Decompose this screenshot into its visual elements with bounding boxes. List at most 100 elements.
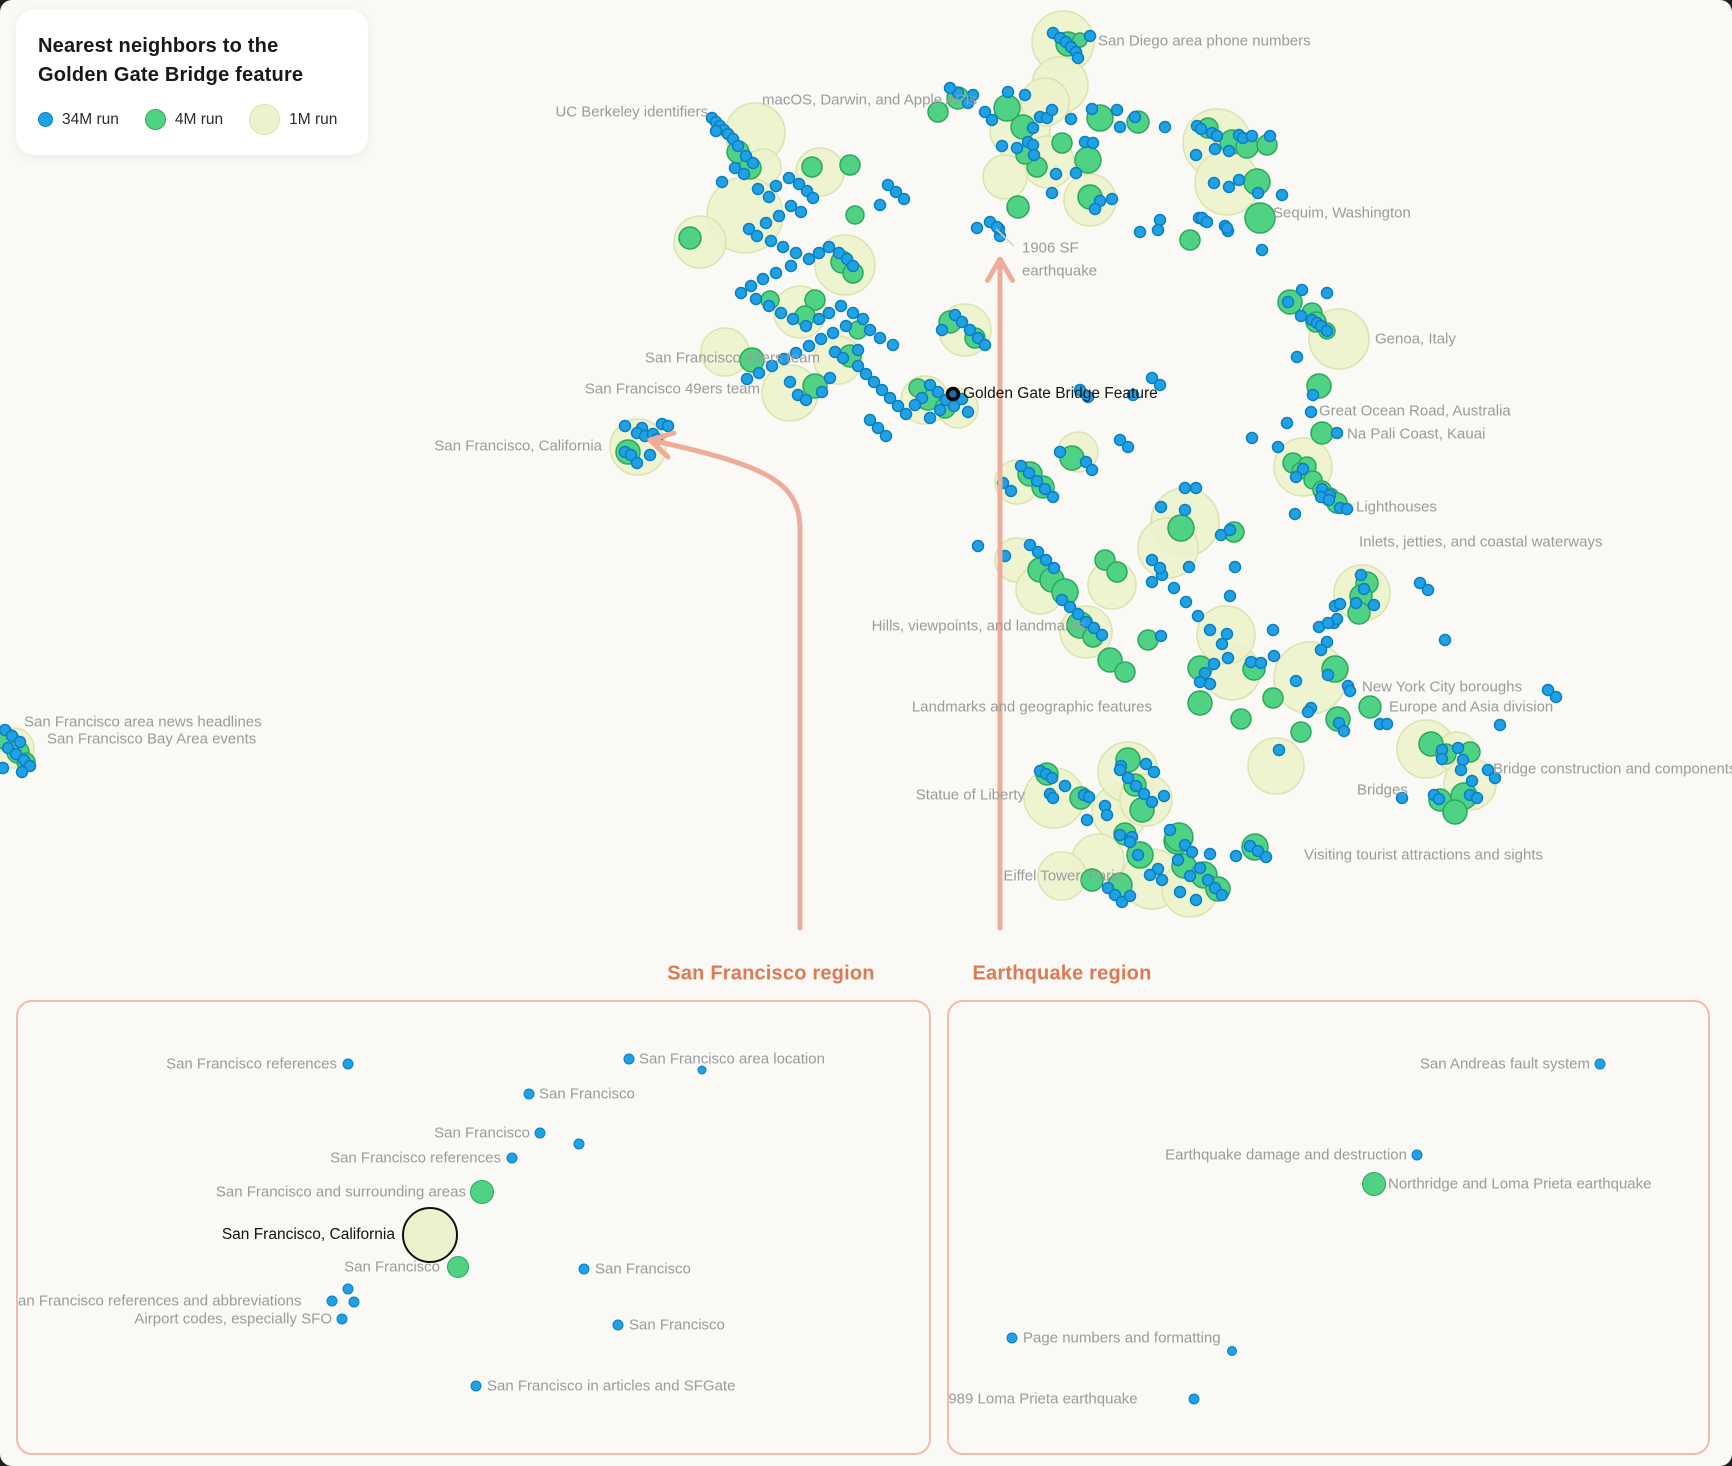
data-point-34m[interactable] xyxy=(789,246,803,260)
data-point-34m[interactable] xyxy=(1046,791,1060,805)
data-point-34m[interactable] xyxy=(1259,850,1273,864)
data-point-34m[interactable] xyxy=(1039,553,1053,567)
data-point-34m[interactable] xyxy=(769,266,783,280)
legend-item-34m[interactable]: 34M run xyxy=(38,111,119,129)
data-point-4m[interactable] xyxy=(678,226,702,250)
data-point-34m[interactable] xyxy=(1085,463,1099,477)
data-point-34m[interactable] xyxy=(1281,295,1295,309)
data-point-34m[interactable] xyxy=(630,456,644,470)
data-point-34m[interactable] xyxy=(1189,148,1203,162)
data-point-34m[interactable] xyxy=(1411,1149,1423,1161)
data-point-34m[interactable] xyxy=(1139,757,1153,771)
data-point-4m[interactable] xyxy=(927,101,949,123)
data-point-34m[interactable] xyxy=(1301,705,1315,719)
data-point-34m[interactable] xyxy=(1330,426,1344,440)
data-point-34m[interactable] xyxy=(1435,752,1449,766)
data-point-34m[interactable] xyxy=(1290,350,1304,364)
data-point-34m[interactable] xyxy=(1045,103,1059,117)
data-point-34m[interactable] xyxy=(1110,103,1124,117)
data-point-34m[interactable] xyxy=(822,240,836,254)
data-point-34m[interactable] xyxy=(1157,789,1171,803)
highlighted-cluster-point[interactable] xyxy=(402,1207,458,1263)
data-point-34m[interactable] xyxy=(534,1127,546,1139)
data-point-34m[interactable] xyxy=(1001,85,1015,99)
data-point-34m[interactable] xyxy=(1215,637,1229,651)
data-point-34m[interactable] xyxy=(1493,718,1507,732)
data-point-34m[interactable] xyxy=(881,178,895,192)
data-point-34m[interactable] xyxy=(1594,1058,1606,1070)
data-point-34m[interactable] xyxy=(1251,186,1265,200)
data-point-34m[interactable] xyxy=(1306,388,1320,402)
data-point-34m[interactable] xyxy=(1193,861,1207,875)
data-point-4m[interactable] xyxy=(1262,687,1284,709)
data-point-34m[interactable] xyxy=(1058,779,1072,793)
data-point-34m[interactable] xyxy=(1095,628,1109,642)
data-point-34m[interactable] xyxy=(1087,621,1101,635)
data-point-34m[interactable] xyxy=(943,81,957,95)
legend-item-1m[interactable]: 1M run xyxy=(249,104,337,135)
data-point-34m[interactable] xyxy=(978,105,992,119)
data-point-34m[interactable] xyxy=(812,312,826,326)
data-point-34m[interactable] xyxy=(1321,616,1335,630)
data-point-4m[interactable] xyxy=(470,1180,494,1204)
data-point-34m[interactable] xyxy=(1155,873,1169,887)
data-point-34m[interactable] xyxy=(506,1152,518,1164)
data-point-34m[interactable] xyxy=(908,398,922,412)
data-point-34m[interactable] xyxy=(971,539,985,553)
data-point-34m[interactable] xyxy=(1128,110,1142,124)
data-point-34m[interactable] xyxy=(990,220,1004,234)
data-point-34m[interactable] xyxy=(1203,623,1217,637)
data-point-34m[interactable] xyxy=(1113,433,1127,447)
data-point-34m[interactable] xyxy=(1123,835,1137,849)
data-point-34m[interactable] xyxy=(851,359,865,373)
data-point-34m[interactable] xyxy=(1154,629,1168,643)
data-point-4m[interactable] xyxy=(1310,421,1334,445)
data-point-34m[interactable] xyxy=(978,338,992,352)
data-point-34m[interactable] xyxy=(1053,445,1067,459)
data-point-4m[interactable] xyxy=(739,347,765,373)
data-point-4m[interactable] xyxy=(1244,202,1276,234)
data-point-4m[interactable] xyxy=(1006,195,1030,219)
data-point-4m[interactable] xyxy=(1187,690,1213,716)
data-point-34m[interactable] xyxy=(1004,484,1018,498)
data-point-34m[interactable] xyxy=(836,351,850,365)
data-point-34m[interactable] xyxy=(1151,223,1165,237)
data-point-34m[interactable] xyxy=(326,1295,338,1307)
data-point-34m[interactable] xyxy=(875,383,889,397)
data-point-34m[interactable] xyxy=(899,407,913,421)
data-point-34m[interactable] xyxy=(1167,581,1181,595)
data-point-34m[interactable] xyxy=(765,359,779,373)
data-point-34m[interactable] xyxy=(661,419,675,433)
data-point-34m[interactable] xyxy=(1208,142,1222,156)
data-point-34m[interactable] xyxy=(891,399,905,413)
data-point-34m[interactable] xyxy=(737,167,751,181)
data-point-34m[interactable] xyxy=(1222,144,1236,158)
data-point-34m[interactable] xyxy=(715,175,729,189)
data-point-34m[interactable] xyxy=(1245,129,1259,143)
data-point-4m[interactable] xyxy=(1137,629,1159,651)
data-point-34m[interactable] xyxy=(879,429,893,443)
data-point-34m[interactable] xyxy=(342,1058,354,1070)
data-point-34m[interactable] xyxy=(1133,225,1147,239)
data-point-4m[interactable] xyxy=(1290,721,1312,743)
data-point-34m[interactable] xyxy=(1055,593,1069,607)
data-point-34m[interactable] xyxy=(802,252,816,266)
data-point-34m[interactable] xyxy=(1296,462,1310,476)
data-point-34m[interactable] xyxy=(1121,771,1135,785)
data-point-34m[interactable] xyxy=(1085,102,1099,116)
data-point-34m[interactable] xyxy=(1289,470,1303,484)
data-point-34m[interactable] xyxy=(1006,1332,1018,1344)
data-point-34m[interactable] xyxy=(1113,763,1127,777)
data-point-34m[interactable] xyxy=(1014,459,1028,473)
data-point-34m[interactable] xyxy=(1173,885,1187,899)
data-point-34m[interactable] xyxy=(1153,561,1167,575)
data-point-34m[interactable] xyxy=(1045,186,1059,200)
data-point-34m[interactable] xyxy=(734,286,748,300)
data-point-4m[interactable] xyxy=(447,1256,469,1278)
data-point-34m[interactable] xyxy=(1349,596,1363,610)
data-point-34m[interactable] xyxy=(1064,112,1078,126)
data-point-34m[interactable] xyxy=(1185,845,1199,859)
data-point-34m[interactable] xyxy=(1153,213,1167,227)
data-point-34m[interactable] xyxy=(751,182,765,196)
data-point-34m[interactable] xyxy=(886,338,900,352)
